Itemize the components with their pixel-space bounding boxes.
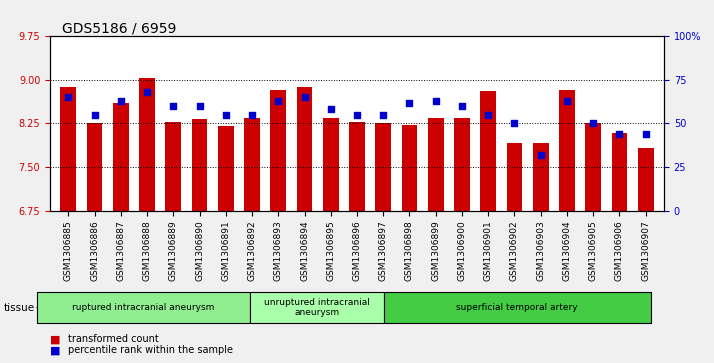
Point <box>378 112 389 118</box>
Point <box>89 112 100 118</box>
Bar <box>271 90 286 211</box>
Bar <box>401 125 418 211</box>
Point <box>404 99 416 105</box>
Text: transformed count: transformed count <box>68 334 159 344</box>
Bar <box>349 122 365 211</box>
Point <box>535 152 546 158</box>
Bar <box>244 118 260 211</box>
Text: percentile rank within the sample: percentile rank within the sample <box>68 345 233 355</box>
Bar <box>428 118 443 211</box>
Bar <box>559 90 575 211</box>
Point <box>246 112 258 118</box>
Bar <box>533 143 548 211</box>
Point <box>351 112 363 118</box>
Text: ■: ■ <box>50 345 61 355</box>
Bar <box>454 118 470 211</box>
Point <box>273 98 284 104</box>
Bar <box>376 123 391 211</box>
Bar <box>481 91 496 211</box>
Point <box>483 112 494 118</box>
Point <box>193 103 205 109</box>
Text: superficial temporal artery: superficial temporal artery <box>456 303 578 312</box>
Bar <box>638 148 653 211</box>
Point <box>325 107 336 113</box>
Bar <box>296 87 313 211</box>
Point <box>63 94 74 100</box>
Point <box>430 98 441 104</box>
Bar <box>139 78 155 211</box>
Point <box>561 98 573 104</box>
Bar <box>191 119 208 211</box>
Bar <box>611 133 628 211</box>
Bar <box>113 103 129 211</box>
Text: GDS5186 / 6959: GDS5186 / 6959 <box>62 21 176 35</box>
Point <box>141 89 153 95</box>
Bar <box>61 87 76 211</box>
Point <box>614 131 625 137</box>
Bar <box>86 123 103 211</box>
Point <box>298 94 310 100</box>
Text: ■: ■ <box>50 334 61 344</box>
Point <box>220 112 231 118</box>
Text: tissue: tissue <box>4 303 35 313</box>
Bar <box>218 126 233 211</box>
Point <box>588 121 599 126</box>
Bar <box>323 118 338 211</box>
Point <box>456 103 468 109</box>
Point <box>640 131 651 137</box>
Bar <box>585 123 601 211</box>
Point <box>115 98 126 104</box>
Bar <box>166 122 181 211</box>
Text: ruptured intracranial aneurysm: ruptured intracranial aneurysm <box>72 303 215 312</box>
Point <box>509 121 521 126</box>
Point <box>168 103 179 109</box>
Bar <box>506 143 523 211</box>
Text: unruptured intracranial
aneurysm: unruptured intracranial aneurysm <box>264 298 370 317</box>
